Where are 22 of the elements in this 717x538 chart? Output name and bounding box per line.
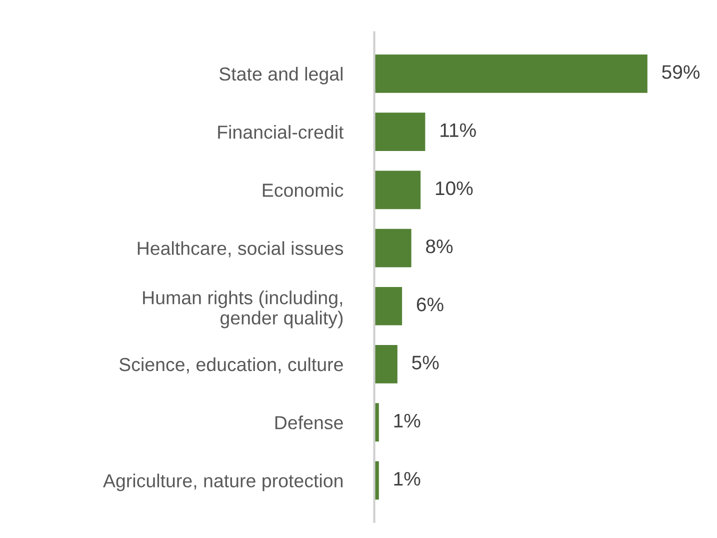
y-tick-label: Economic (262, 183, 344, 197)
y-tick-label: Agriculture, nature protection (103, 474, 343, 492)
data-label: 1% (394, 414, 420, 428)
bar (374, 286, 402, 326)
data-label: 11% (440, 123, 476, 137)
y-tick-label: Human rights (including, gender quality) (143, 290, 343, 328)
y-tick-label: Healthcare, social issues (138, 241, 344, 258)
data-label: 8% (426, 239, 453, 254)
data-label: 5% (412, 356, 439, 370)
y-tick-label: State and legal (219, 66, 342, 84)
bar (374, 54, 648, 93)
bar (374, 228, 412, 268)
y-tick-label: Defense (275, 416, 343, 430)
y-tick-label: Science, education, culture (119, 357, 343, 374)
bar (374, 345, 398, 384)
data-label: 1% (394, 472, 420, 486)
data-label: 59% (662, 65, 700, 79)
data-label: 6% (416, 298, 444, 312)
bar (374, 170, 421, 210)
data-label: 10% (436, 181, 473, 196)
bar (374, 112, 426, 151)
y-tick-label: Financial-credit (218, 125, 344, 139)
